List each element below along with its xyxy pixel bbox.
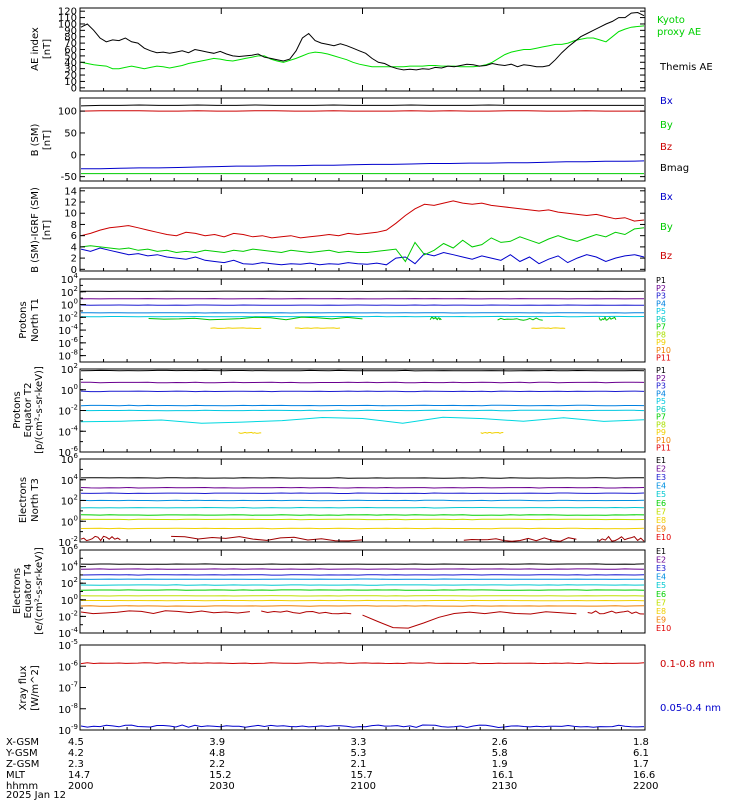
panel2-ytick-label: 6 [71,231,77,242]
panel2-legend-by: By [660,222,673,233]
xaxis-row-value: 4.2 [68,748,84,759]
panel5-flux-line-e3 [81,493,644,494]
xaxis-row-label-y-gsm: Y-GSM [5,748,38,759]
panel1-series-bmag [81,105,644,106]
xaxis-row-value: 5.3 [351,748,367,759]
xaxis-row-value: 2100 [351,781,376,792]
panel6-legend-e10: E10 [656,624,671,633]
panel5-legend-e10: E10 [656,533,671,542]
xaxis-row-value: 4.5 [68,737,84,748]
legend-kyoto-1: Kyoto [657,15,685,26]
xray-legend-short: 0.05-0.4 nm [660,703,721,714]
pe-ylabel-1: Protons [12,391,23,428]
xaxis-row-label-mlt: MLT [6,770,26,781]
xaxis-date: 2025 Jan 12 [6,790,66,800]
panel4-flux-line-p2 [81,382,644,383]
panel1-ytick-label: 0 [71,150,77,161]
xaxis-row-value: 3.9 [209,737,225,748]
xray-legend-long: 0.1-0.8 nm [660,659,715,670]
panel2-ytick-label: 4 [71,242,77,253]
ee-ylabel-1: Electrons [12,568,23,614]
legend-kyoto-2: proxy AE [657,27,701,38]
xaxis-row-value: 2.2 [209,759,225,770]
pn-ylabel-2: North T1 [30,298,41,342]
panel5-flux-line-e4 [81,500,644,501]
xaxis-row-value: 15.2 [209,770,231,781]
panel3-partial-flux-line [211,328,262,329]
panel5-flux-line-e5 [81,508,644,509]
panel1-legend-bmag: Bmag [660,163,689,174]
pe-ylabel-2: Equator T2 [23,383,34,438]
xray-ylabel-1: Xray flux [18,666,29,711]
en-ylabel-2: North T3 [30,478,41,522]
xaxis-row-value: 2.6 [492,737,508,748]
xaxis-row-value: 1.9 [492,759,508,770]
panel2-ytick-label: 10 [64,209,77,220]
bi-ylabel-2: [nT] [42,220,53,240]
xaxis-row-value: 2200 [633,781,658,792]
pe-ylabel-3: [p/(cm²-s-sr-keV)] [34,366,45,454]
xaxis-row-label-x-gsm: X-GSM [6,737,39,748]
xaxis-row-value: 2.3 [68,759,84,770]
ae-ylabel-2: [nT] [42,39,53,59]
bi-ylabel-1: B (SM)-IGRF (SM) [30,187,41,273]
xray-ylabel-2: [W/m^2] [30,665,41,711]
panel2-ytick-label: 14 [64,186,77,197]
panel1-ytick-label: 100 [58,107,77,118]
xaxis-row-value: 5.8 [492,748,508,759]
xaxis-row-value: 14.7 [68,770,90,781]
panel1-legend-by: By [660,120,673,131]
xaxis-row-value: 2030 [209,781,234,792]
panel2-ytick-label: 8 [71,220,77,231]
xaxis-row-value: 1.7 [633,759,649,770]
legend-themis: Themis AE [659,62,713,73]
panel5-flux-line-e7 [81,519,644,520]
xaxis-row-label-z-gsm: Z-GSM [6,759,39,770]
pn-ylabel-1: Protons [18,301,29,338]
xaxis-row-value: 1.8 [633,737,649,748]
xaxis-row-value: 6.1 [633,748,649,759]
panel2-ytick-label: 2 [71,254,77,265]
xaxis-row-value: 4.8 [209,748,225,759]
panel4-flux-line-p3 [81,391,644,392]
panel5-flux-line-e2 [81,488,644,489]
xaxis-row-value: 16.6 [633,770,655,781]
panel1-ytick-label: -50 [61,172,77,183]
panel4-flux-line-p4 [81,405,644,406]
panel5-flux-line-e8 [81,528,644,529]
panel2-legend-bx: Bx [660,192,673,203]
panel4-flux-line-p5 [81,410,644,411]
b-ylabel-2: [nT] [42,130,53,150]
panel2-legend-bz: Bz [660,251,672,262]
ee-ylabel-3: [e/(cm²-s-sr-keV)] [34,547,45,635]
panel3-partial-flux-line [531,328,565,329]
b-ylabel-1: B (SM) [30,123,41,156]
xaxis-row-value: 16.1 [492,770,514,781]
panel2-ytick-label: 12 [64,198,77,209]
xaxis-row-value: 2.1 [351,759,367,770]
xaxis-row-value: 3.3 [351,737,367,748]
en-ylabel-1: Electrons [18,477,29,523]
panel3-legend-p11: P11 [656,354,671,363]
xaxis-row-value: 2130 [492,781,517,792]
ae-ylabel-1: AE index [30,27,41,71]
panel0-ytick-label: 120 [58,7,77,18]
ee-ylabel-2: Equator T4 [23,564,34,619]
panel5-flux-line-e1 [81,478,644,479]
panel1-legend-bx: Bx [660,96,673,107]
panel1-ytick-label: 50 [64,128,77,139]
xaxis-row-value: 15.7 [351,770,373,781]
xaxis-row-value: 2000 [68,781,93,792]
panel1-legend-bz: Bz [660,142,672,153]
panel4-legend-p11: P11 [656,444,671,453]
